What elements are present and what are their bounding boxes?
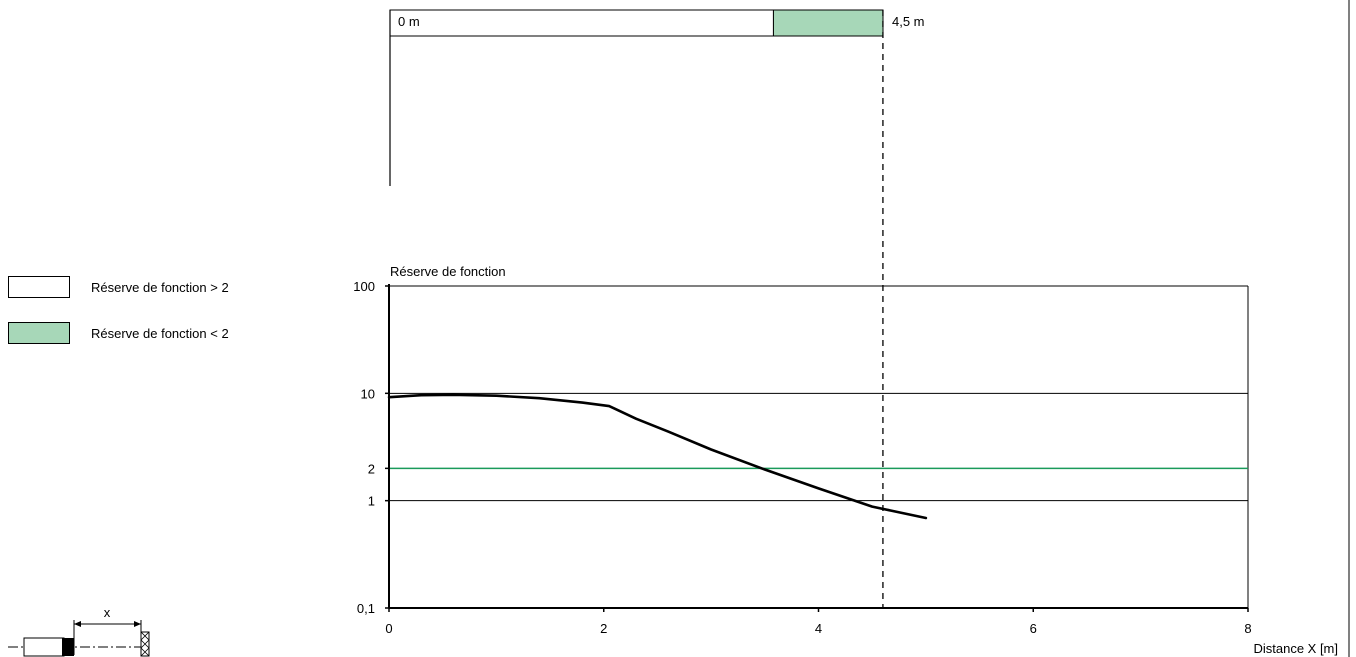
legend-label-above: Réserve de fonction > 2 [91,280,229,295]
tick-labels: 0,1 1 2 10 100 0 2 4 6 8 [353,279,1251,636]
y-axis-label: Réserve de fonction [390,264,506,279]
x-axis-label: Distance X [m] [1253,641,1338,656]
diagram-reflector-hatch [140,631,150,657]
x-tick-label: 0 [385,621,392,636]
x-tick-label: 8 [1244,621,1251,636]
grid [389,285,1249,608]
range-end-label: 4,5 m [892,14,925,29]
y-tick-label: 1 [368,494,375,509]
y-tick-label: 2 [368,461,375,476]
series [387,393,928,520]
diagram-sensor-body [23,637,65,657]
range-segment-1 [389,9,774,37]
x-tick-label: 6 [1030,621,1037,636]
range-bar [389,9,884,186]
sensor-diagram [8,620,150,657]
legend-item-above: Réserve de fonction > 2 [8,276,308,300]
y-tick-label: 0,1 [357,601,375,616]
series-line-1 [387,393,928,520]
range-start-label: 0 m [398,14,420,29]
y-tick-label: 100 [353,279,375,294]
axes [388,284,1248,609]
legend-item-below: Réserve de fonction < 2 [8,322,308,346]
diagram-dimension-arrows [74,621,141,627]
diagram-sensor-lens [62,638,74,656]
legend-label-below: Réserve de fonction < 2 [91,326,229,341]
dimension-label: x [104,605,111,620]
range-segment-2 [772,9,884,37]
legend-swatch-above [8,276,70,298]
x-tick-label: 4 [815,621,822,636]
x-tick-label: 2 [600,621,607,636]
legend-swatch-below [8,322,70,344]
y-tick-label: 10 [361,386,375,401]
